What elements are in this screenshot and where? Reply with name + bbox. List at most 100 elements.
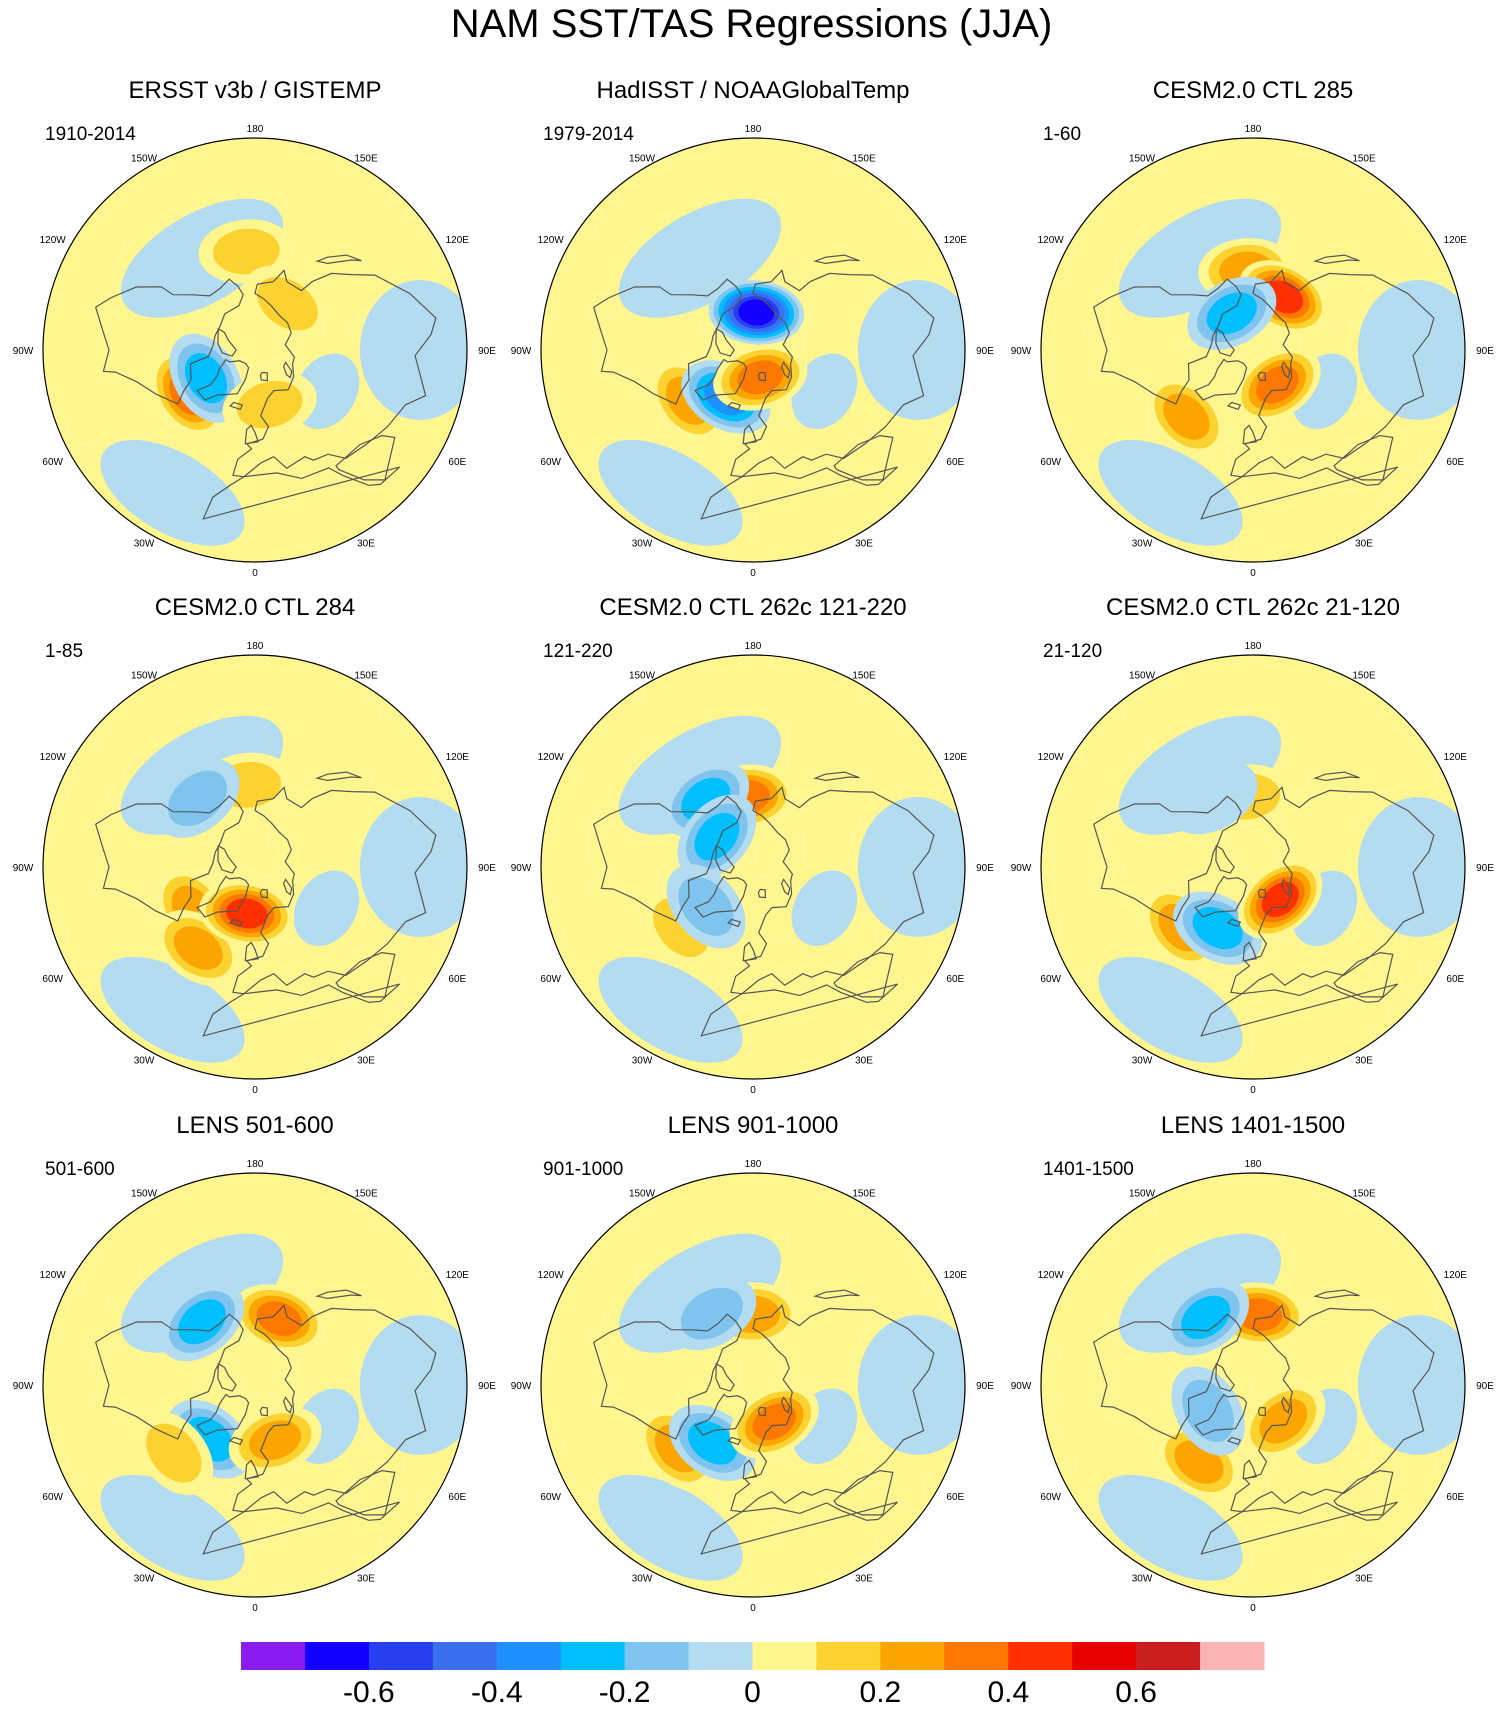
colorbar-box	[368, 1642, 434, 1670]
coastline	[1092, 795, 1242, 922]
coastline	[259, 1406, 269, 1417]
coastline	[335, 951, 396, 998]
map-field	[1041, 138, 1465, 562]
coastline	[694, 1393, 748, 1436]
lon-tick-label: 180	[745, 641, 762, 652]
lon-tick-label: 150W	[1129, 671, 1156, 682]
coastline	[813, 1289, 860, 1300]
lon-tick-label: 180	[247, 1159, 264, 1170]
coastline	[715, 1362, 735, 1392]
lon-tick-label: 120E	[944, 1270, 968, 1281]
coastline	[813, 771, 860, 782]
coastline	[1242, 941, 1258, 962]
panel-period: 1-85	[45, 641, 83, 662]
lon-tick-label: 60W	[540, 457, 561, 468]
panel-title: CESM2.0 CTL 284	[155, 594, 356, 621]
coastline	[715, 844, 735, 874]
colorbar-box	[944, 1642, 1009, 1670]
coastline	[1280, 878, 1291, 896]
lon-tick-label: 60E	[946, 974, 964, 985]
lon-tick-label: 150E	[1352, 1189, 1376, 1200]
panel-period: 121-220	[543, 641, 613, 662]
contour-region	[185, 353, 228, 404]
lon-tick-label: 60W	[42, 974, 63, 985]
coastline	[700, 466, 899, 520]
map-border	[42, 1172, 468, 1598]
map-panel: 180 150E 120E 90E 60E 30E 0 30W 60W 90W 120W 150W ER…	[13, 77, 497, 579]
lon-tick-label: 60W	[42, 457, 63, 468]
lon-tick-label: 0	[252, 1603, 258, 1614]
colorbar-box	[1136, 1642, 1201, 1670]
coastline	[244, 1459, 260, 1480]
map-field	[541, 655, 965, 1079]
lon-tick-label: 60E	[448, 457, 466, 468]
coastline	[228, 1436, 244, 1446]
contour-region	[1163, 393, 1210, 440]
coastline	[1194, 1393, 1248, 1436]
map-panel: 180 150E 120E 90E 60E 30E 0 30W 60W 90W 120W 150W CE…	[13, 594, 497, 1096]
lon-tick-label: 90E	[976, 346, 994, 357]
lon-tick-label: 90W	[13, 1381, 34, 1392]
contour-region	[1192, 907, 1243, 950]
map-border	[42, 654, 468, 1080]
lon-tick-label: 30E	[1355, 1055, 1373, 1066]
lon-tick-label: 60E	[946, 457, 964, 468]
colorbar-tick-label: 0.4	[987, 1676, 1029, 1709]
coastline	[715, 327, 735, 357]
lon-tick-label: 120W	[538, 235, 565, 246]
coastline	[244, 424, 260, 445]
lon-tick-label: 150W	[1129, 154, 1156, 165]
colorbar-box	[1008, 1642, 1073, 1670]
coastline	[742, 1459, 758, 1480]
lon-tick-label: 0	[750, 1603, 756, 1614]
coastline	[813, 254, 860, 265]
panel-title: LENS 501-600	[176, 1112, 333, 1139]
coastline	[232, 1304, 437, 1513]
coastline	[780, 878, 791, 896]
map-panel: 180 150E 120E 90E 60E 30E 0 30W 60W 90W 120W 150W LE…	[1011, 1112, 1495, 1614]
coastline	[315, 1289, 362, 1300]
coastline	[742, 424, 758, 445]
lon-tick-label: 30E	[855, 538, 873, 549]
lon-tick-label: 120W	[1038, 1270, 1065, 1281]
coastline	[780, 1396, 791, 1414]
lon-tick-label: 90W	[511, 1381, 532, 1392]
coastline	[1200, 1501, 1399, 1555]
colorbar-box	[304, 1642, 370, 1670]
panel-period: 1910-2014	[45, 124, 136, 145]
coastline	[1313, 771, 1360, 782]
lon-tick-label: 120W	[1038, 235, 1065, 246]
lon-tick-label: 90E	[478, 863, 496, 874]
lon-tick-label: 90W	[13, 863, 34, 874]
map-field	[1041, 655, 1465, 1079]
lon-tick-label: 30E	[1355, 538, 1373, 549]
coastline	[196, 875, 250, 918]
contour-region	[1259, 1398, 1308, 1444]
lon-tick-label: 120W	[40, 1270, 67, 1281]
lon-tick-label: 150E	[354, 154, 378, 165]
contour-region	[226, 898, 268, 929]
coastline	[742, 941, 758, 962]
lon-tick-label: 30E	[1355, 1573, 1373, 1584]
coastline	[757, 371, 767, 382]
lon-tick-label: 180	[1245, 1159, 1262, 1170]
contour-region	[1181, 1295, 1231, 1340]
coastline	[1215, 844, 1235, 874]
coastline	[1230, 269, 1435, 478]
contour-region	[791, 870, 858, 946]
contour-region	[213, 228, 280, 275]
colorbar-box	[688, 1642, 753, 1670]
coastline	[94, 1313, 244, 1440]
lon-tick-label: 180	[1245, 641, 1262, 652]
lon-tick-label: 120W	[40, 235, 67, 246]
coastline	[1092, 278, 1242, 405]
map-field	[541, 138, 965, 562]
panel-title: CESM2.0 CTL 262c 21-120	[1106, 594, 1400, 621]
coastline	[1242, 1459, 1258, 1480]
coastline	[315, 254, 362, 265]
coastline	[228, 918, 244, 928]
lon-tick-label: 90E	[1476, 863, 1494, 874]
lon-tick-label: 120E	[1444, 752, 1468, 763]
